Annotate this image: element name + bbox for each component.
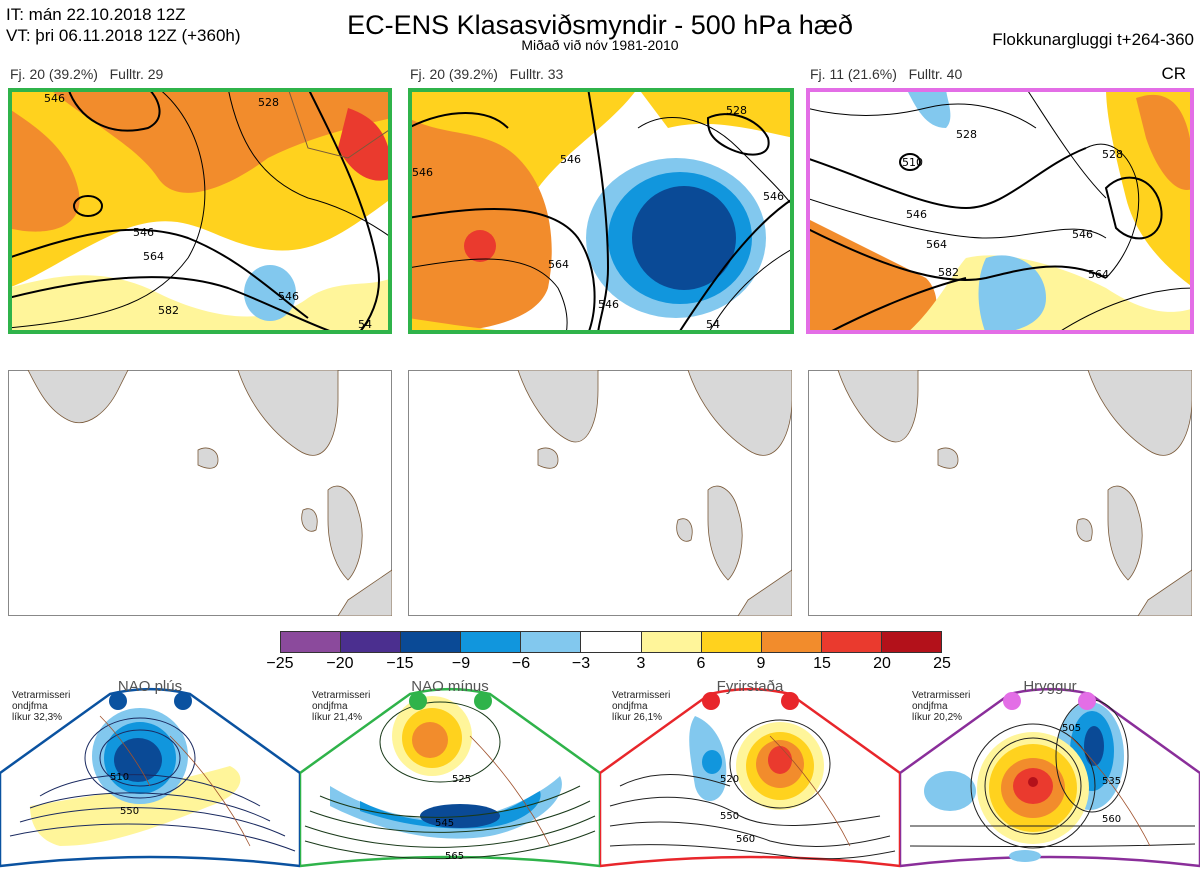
colorbar-tick: 20 xyxy=(873,655,891,672)
contour-label: 520 xyxy=(720,774,739,785)
initial-time: IT: mán 22.10.2018 12Z xyxy=(6,5,186,24)
cluster-3-regime-code: CR xyxy=(1161,64,1186,83)
colorbar xyxy=(280,631,942,653)
contour-label: 546 xyxy=(560,153,581,166)
contour-label: 528 xyxy=(726,104,747,117)
colorbar-tick: 25 xyxy=(933,655,951,672)
colorbar-tick: −3 xyxy=(571,655,591,672)
header-title-block: EC-ENS Klasasviðsmyndir - 500 hPa hæð Mi… xyxy=(0,10,1200,52)
cluster-1-map: 546 528 546 564 582 546 54 xyxy=(8,88,392,334)
contour-label: 510 xyxy=(902,156,923,169)
colorbar-tick: −20 xyxy=(326,655,354,672)
colorbar-bin xyxy=(761,632,822,652)
contour-label: 582 xyxy=(938,266,959,279)
page-title: EC-ENS Klasasviðsmyndir - 500 hPa hæð xyxy=(347,10,853,40)
contour-label: 564 xyxy=(1088,268,1109,281)
colorbar-bin xyxy=(881,632,942,652)
colorbar-bin xyxy=(401,632,462,652)
colorbar-bin xyxy=(701,632,762,652)
cluster-2-map: 546 528 546 564 546 546 54 xyxy=(408,88,794,334)
regime-name: Hryggur xyxy=(1023,678,1077,695)
regime-note: Vetrarmisseri ondjfma líkur 32,3% xyxy=(12,690,71,723)
regime-nao-plus: 510 550 NAO plús Vetrarmisseri ondjfma lík… xyxy=(0,676,300,871)
valid-time: VT: þri 06.11.2018 12Z (+360h) xyxy=(6,26,241,45)
regime-ridge: 505 535 560 Hryggur Vetrarmisseri ondjfma… xyxy=(900,676,1200,871)
colorbar-bin xyxy=(821,632,882,652)
contour-label: 564 xyxy=(548,258,569,271)
regime-blocking: 520 550 560 Fyrirstaða Vetrarmisseri ondj… xyxy=(600,676,900,871)
colorbar-tick: −9 xyxy=(451,655,471,672)
header-dates: IT: mán 22.10.2018 12Z VT: þri 06.11.201… xyxy=(6,4,241,46)
contour-label: 546 xyxy=(44,92,65,105)
contour-label: 535 xyxy=(1102,776,1121,787)
contour-label: 525 xyxy=(452,774,471,785)
contour-label: 564 xyxy=(143,250,164,263)
contour-label: 505 xyxy=(1062,723,1081,734)
colorbar-tick: 6 xyxy=(696,655,706,672)
basemap-1 xyxy=(8,370,392,616)
regime-note: Vetrarmisseri ondjfma líkur 20,2% xyxy=(912,690,971,723)
contour-label: 565 xyxy=(445,851,464,862)
colorbar-bin xyxy=(281,632,342,652)
colorbar-tick: −25 xyxy=(266,655,294,672)
cluster-1-label: Fj. 20 (39.2%) Fulltr. 29 xyxy=(10,66,164,82)
contour-label: 54 xyxy=(358,318,372,331)
regime-name: NAO plús xyxy=(117,678,183,695)
colorbar-bin xyxy=(641,632,702,652)
contour-label: 546 xyxy=(906,208,927,221)
colorbar-tick: −6 xyxy=(511,655,531,672)
colorbar-bin xyxy=(581,632,642,652)
cluster-3-label: Fj. 11 (21.6%) Fulltr. 40 xyxy=(810,66,963,82)
contour-label: 560 xyxy=(1102,814,1121,825)
basemap-2 xyxy=(408,370,792,616)
regime-map: 525 545 565 xyxy=(300,687,600,868)
regime-map: 510 550 xyxy=(0,687,300,868)
classification-window: Flokkunargluggi t+264-360 xyxy=(992,30,1194,49)
regime-nao-minus: 525 545 565 NAO mínus Vetrarmisseri ondjf… xyxy=(300,676,600,871)
colorbar-bin xyxy=(341,632,402,652)
contour-label: 560 xyxy=(736,834,755,845)
contour-label: 546 xyxy=(763,190,784,203)
contour-label: 546 xyxy=(412,166,433,179)
contour-label: 546 xyxy=(1072,228,1093,241)
contour-label: 528 xyxy=(1102,148,1123,161)
contour-label: 528 xyxy=(258,96,279,109)
colorbar-tick: −15 xyxy=(386,655,414,672)
cluster-3-map: 510 528 528 546 564 582 546 564 xyxy=(806,88,1194,334)
contour-label: 546 xyxy=(278,290,299,303)
regime-map: 505 535 560 xyxy=(900,687,1200,868)
contour-label: 546 xyxy=(133,226,154,239)
contour-label: 550 xyxy=(720,811,739,822)
page-subtitle: Miðað við nóv 1981-2010 xyxy=(521,37,679,53)
contour-label: 54 xyxy=(706,318,720,331)
colorbar-tick: 3 xyxy=(636,655,646,672)
contour-label: 550 xyxy=(120,806,139,817)
regime-note: Vetrarmisseri ondjfma líkur 26,1% xyxy=(612,690,671,723)
colorbar-bin xyxy=(521,632,582,652)
contour-label: 582 xyxy=(158,304,179,317)
colorbar-tick: 9 xyxy=(756,655,766,672)
colorbar-bin xyxy=(461,632,522,652)
contour-label: 545 xyxy=(435,818,454,829)
regime-note: Vetrarmisseri ondjfma líkur 21,4% xyxy=(312,690,371,723)
colorbar-tick: 15 xyxy=(813,655,831,672)
contour-label: 564 xyxy=(926,238,947,251)
regime-map: 520 550 560 xyxy=(600,687,900,868)
cluster-2-label: Fj. 20 (39.2%) Fulltr. 33 xyxy=(410,66,564,82)
contour-label: 528 xyxy=(956,128,977,141)
contour-label: 510 xyxy=(110,772,129,783)
contour-label: 546 xyxy=(598,298,619,311)
basemap-3 xyxy=(808,370,1192,616)
regime-name: Fyrirstaða xyxy=(716,678,784,695)
regime-name: NAO mínus xyxy=(411,678,489,695)
